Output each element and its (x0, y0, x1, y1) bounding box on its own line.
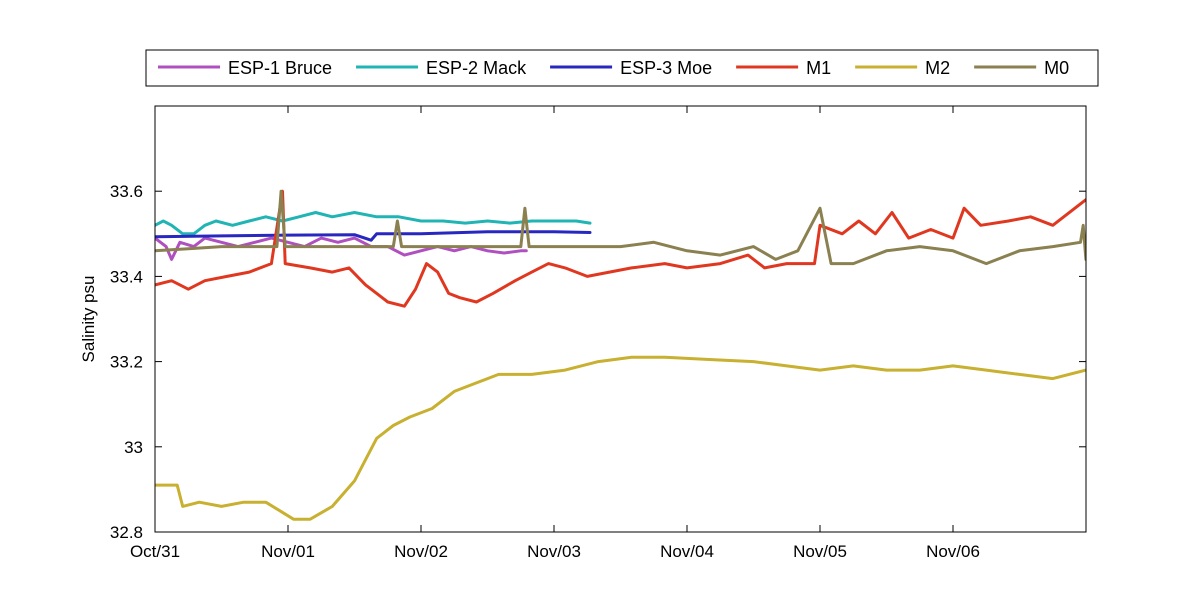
series-line-m0 (155, 189, 1086, 266)
y-tick-label: 33 (124, 438, 143, 457)
series-line-m1 (155, 189, 1086, 308)
x-tick-label: Nov/06 (926, 542, 980, 561)
x-tick-label: Nov/05 (793, 542, 847, 561)
legend-label: M2 (925, 58, 950, 78)
x-tick-label: Nov/01 (261, 542, 315, 561)
legend-label: ESP-1 Bruce (228, 58, 332, 78)
x-tick-label: Nov/03 (527, 542, 581, 561)
y-tick-label: 33.4 (110, 267, 143, 286)
legend-entry-m1: M1 (736, 58, 831, 78)
plot-series-group (155, 189, 1086, 521)
y-tick-label: 33.6 (110, 182, 143, 201)
axes-frame (154, 105, 1087, 533)
legend-entry-m2: M2 (855, 58, 950, 78)
y-axis-label: Salinity psu (79, 276, 98, 363)
legend-entry-m0: M0 (974, 58, 1069, 78)
axis-ticks-group: Oct/31 Nov/01 Nov/02 Nov/03 Nov/04 Nov/05 Nov/… (110, 106, 1086, 561)
legend-label: M1 (806, 58, 831, 78)
legend-entry-esp-1-bruce: ESP-1 Bruce (158, 58, 332, 78)
legend-entry-esp-2-mack: ESP-2 Mack (356, 58, 527, 78)
series-line-m2 (155, 355, 1086, 521)
y-tick-label: 33.2 (110, 353, 143, 372)
legend: ESP-1 Bruce ESP-2 Mack ESP-3 Moe M1 M2 M0 (145, 49, 1099, 87)
legend-entry-esp-3-moe: ESP-3 Moe (550, 58, 712, 78)
y-tick-label: 32.8 (110, 523, 143, 542)
x-tick-label: Nov/04 (660, 542, 714, 561)
legend-label: M0 (1044, 58, 1069, 78)
series-line-esp-3-moe (155, 230, 592, 242)
legend-label: ESP-2 Mack (426, 58, 527, 78)
x-tick-label: Nov/02 (394, 542, 448, 561)
legend-label: ESP-3 Moe (620, 58, 712, 78)
legend-box (145, 49, 1099, 87)
series-line-esp-2-mack (155, 211, 592, 236)
x-tick-label: Oct/31 (130, 542, 180, 561)
